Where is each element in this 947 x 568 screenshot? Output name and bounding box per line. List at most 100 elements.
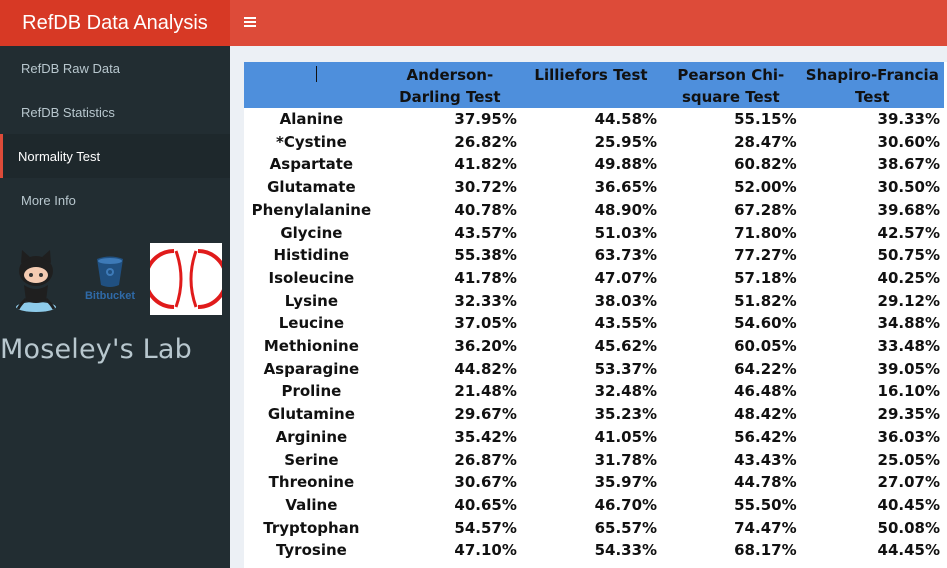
percentage-cell: 36.20%: [454, 337, 517, 356]
percentage-cell: 46.48%: [734, 382, 797, 401]
sidebar-item-more-info[interactable]: More Info: [0, 178, 230, 222]
column-header[interactable]: Shapiro-Francia Test: [800, 62, 944, 108]
amino-acid-name: Glutamine: [267, 405, 355, 424]
percentage-cell: 68.17%: [734, 541, 797, 560]
percentage-cell: 43.55%: [594, 314, 658, 333]
percentage-cell: 39.68%: [877, 200, 940, 219]
amino-acid-name: Proline: [281, 382, 342, 401]
percentage-cell: 34.88%: [877, 314, 940, 333]
percentage-cell: 55.38%: [454, 246, 517, 265]
percentage-cell: 30.72%: [454, 178, 517, 197]
percentage-cell: 26.87%: [454, 450, 517, 469]
percentage-cell: 52.00%: [734, 178, 797, 197]
top-navbar: [230, 0, 947, 46]
bitbucket-logo-icon[interactable]: Bitbucket: [82, 255, 138, 305]
column-header-label: Lilliefors Test: [534, 66, 648, 84]
amino-acid-name: Isoleucine: [268, 268, 355, 287]
percentage-cell: 41.78%: [454, 268, 517, 287]
sidebar-item-normality-test[interactable]: Normality Test: [0, 134, 230, 178]
column-header-name[interactable]: [244, 62, 379, 108]
percentage-cell: 65.57%: [594, 518, 658, 537]
cx-lab-logo[interactable]: [150, 243, 222, 315]
percentage-cell: 39.33%: [877, 110, 940, 128]
percentage-cell: 35.97%: [594, 473, 658, 492]
percentage-cell: 51.82%: [734, 291, 797, 310]
percentage-cell: 44.58%: [594, 110, 658, 128]
percentage-cell: 64.22%: [734, 359, 797, 378]
percentage-cell: 54.57%: [454, 518, 517, 537]
percentage-cell: 44.82%: [454, 359, 517, 378]
table-row: Histidine 55.38% 63.73% 77.27% 50.75%: [244, 244, 944, 267]
amino-acid-name: Tryptophan: [263, 518, 360, 537]
percentage-cell: 53.37%: [594, 359, 658, 378]
table-body: Alanine 37.95% 44.58% 55.15% 39.33% *Cystine 2…: [244, 108, 944, 562]
percentage-cell: 39.05%: [877, 359, 940, 378]
amino-acid-name: Valine: [285, 495, 338, 514]
percentage-cell: 35.42%: [454, 427, 517, 446]
percentage-cell: 60.82%: [734, 155, 797, 174]
table-row: Phenylalanine 40.78% 48.90% 67.28% 39.68%: [244, 199, 944, 222]
lab-name: Moseley's Lab: [0, 334, 192, 365]
percentage-cell: 41.05%: [594, 427, 658, 446]
percentage-cell: 25.05%: [877, 450, 940, 469]
column-header[interactable]: Pearson Chi-square Test: [661, 62, 801, 108]
percentage-cell: 48.90%: [594, 200, 658, 219]
percentage-cell: 54.33%: [594, 541, 658, 560]
percentage-cell: 25.95%: [594, 132, 658, 151]
table-row: Tyrosine 47.10% 54.33% 68.17% 44.45%: [244, 539, 944, 562]
percentage-cell: 40.45%: [877, 495, 940, 514]
percentage-cell: 27.07%: [877, 473, 940, 492]
percentage-cell: 38.67%: [877, 155, 940, 174]
amino-acid-name: Leucine: [278, 314, 345, 333]
percentage-cell: 37.95%: [454, 110, 517, 128]
table-row: Threonine 30.67% 35.97% 44.78% 27.07%: [244, 471, 944, 494]
percentage-cell: 36.03%: [877, 427, 940, 446]
amino-acid-name: Tyrosine: [275, 541, 347, 560]
percentage-cell: 46.70%: [594, 495, 658, 514]
percentage-cell: 30.50%: [877, 178, 940, 197]
percentage-cell: 43.43%: [734, 450, 797, 469]
percentage-cell: 67.28%: [734, 200, 797, 219]
percentage-cell: 30.60%: [877, 132, 940, 151]
table-row: Glutamate 30.72% 36.65% 52.00% 30.50%: [244, 176, 944, 199]
table-row: Leucine 37.05% 43.55% 54.60% 34.88%: [244, 312, 944, 335]
table-row: Proline 21.48% 32.48% 46.48% 16.10%: [244, 380, 944, 403]
table-header-row: Anderson-Darling Test Lilliefors Test Pear…: [244, 62, 944, 108]
table-row: Glycine 43.57% 51.03% 71.80% 42.57%: [244, 222, 944, 245]
amino-acid-name: Histidine: [273, 246, 350, 265]
percentage-cell: 21.48%: [454, 382, 517, 401]
sidebar-item-label: More Info: [21, 192, 76, 208]
table-row: Serine 26.87% 31.78% 43.43% 25.05%: [244, 449, 944, 472]
column-header[interactable]: Anderson-Darling Test: [378, 62, 521, 108]
percentage-cell: 54.60%: [734, 314, 797, 333]
table-row: Methionine 36.20% 45.62% 60.05% 33.48%: [244, 335, 944, 358]
percentage-cell: 29.35%: [877, 405, 940, 424]
hamburger-menu-icon[interactable]: [244, 14, 258, 30]
percentage-cell: 77.27%: [734, 246, 797, 265]
percentage-cell: 26.82%: [454, 132, 517, 151]
percentage-cell: 44.45%: [877, 541, 940, 560]
percentage-cell: 50.75%: [877, 246, 940, 265]
percentage-cell: 71.80%: [734, 223, 797, 242]
table-row: Arginine 35.42% 41.05% 56.42% 36.03%: [244, 426, 944, 449]
app-title[interactable]: RefDB Data Analysis: [0, 0, 230, 46]
github-octocat-icon[interactable]: [12, 247, 60, 313]
amino-acid-name: *Cystine: [276, 132, 347, 151]
sidebar-item-label: RefDB Raw Data: [21, 60, 120, 76]
amino-acid-name: Aspartate: [269, 155, 354, 174]
table-row: Asparagine 44.82% 53.37% 64.22% 39.05%: [244, 358, 944, 381]
amino-acid-name: Asparagine: [263, 359, 360, 378]
percentage-cell: 42.57%: [877, 223, 940, 242]
percentage-cell: 30.67%: [454, 473, 517, 492]
percentage-cell: 56.42%: [734, 427, 797, 446]
column-header[interactable]: Lilliefors Test: [520, 62, 662, 108]
sidebar-item-refdb-statistics[interactable]: RefDB Statistics: [0, 90, 230, 134]
sidebar-item-refdb-raw-data[interactable]: RefDB Raw Data: [0, 46, 230, 90]
percentage-cell: 74.47%: [734, 518, 797, 537]
table-row: Valine 40.65% 46.70% 55.50% 40.45%: [244, 494, 944, 517]
percentage-cell: 49.88%: [594, 155, 658, 174]
percentage-cell: 63.73%: [594, 246, 658, 265]
amino-acid-name: Arginine: [275, 427, 348, 446]
percentage-cell: 60.05%: [734, 337, 797, 356]
percentage-cell: 40.25%: [877, 268, 940, 287]
